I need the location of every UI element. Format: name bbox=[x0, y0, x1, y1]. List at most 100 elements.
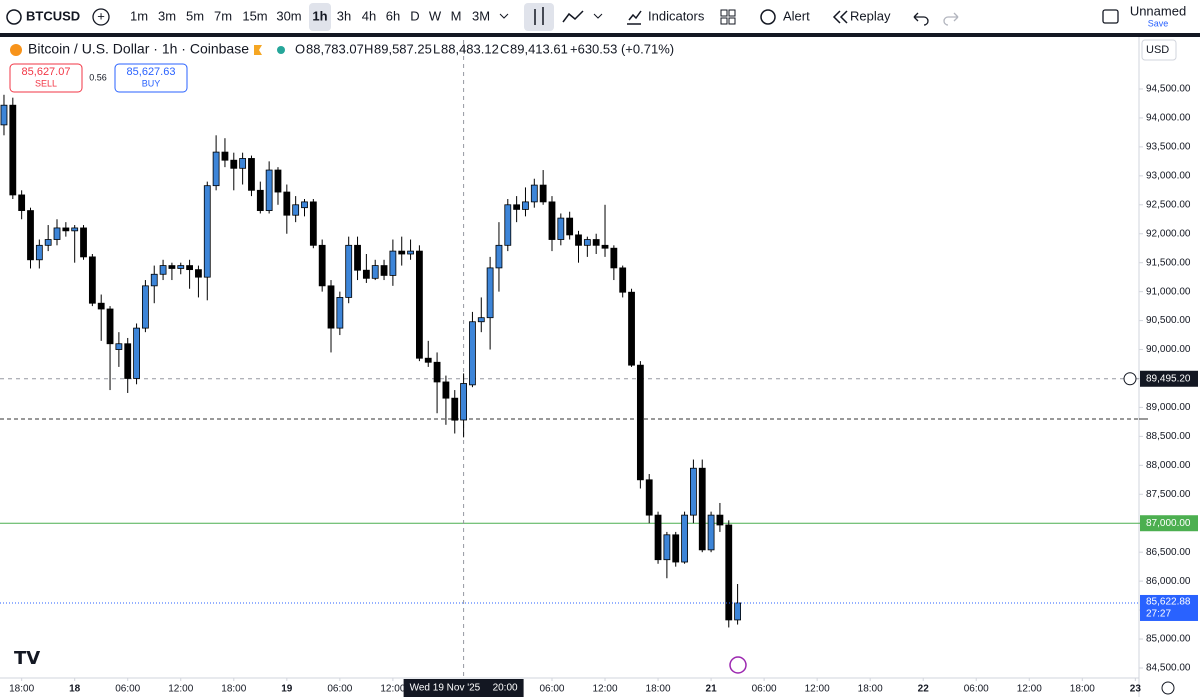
interval[interactable]: M bbox=[451, 8, 462, 23]
interval[interactable]: W bbox=[429, 8, 442, 23]
interval[interactable]: 4h bbox=[362, 8, 376, 23]
y-tick-label: 89,000.00 bbox=[1146, 402, 1191, 413]
candle-body bbox=[354, 244, 361, 271]
interval[interactable]: 30m bbox=[276, 8, 301, 23]
candle-body bbox=[221, 151, 229, 161]
candle-body bbox=[212, 151, 220, 187]
level-label-bg bbox=[1140, 515, 1198, 532]
alert-icon bbox=[760, 9, 776, 25]
undo[interactable] bbox=[913, 12, 929, 26]
candle-body bbox=[71, 227, 79, 232]
candle-body bbox=[318, 244, 326, 287]
y-tick-label: 93,000.00 bbox=[1146, 170, 1191, 181]
x-tick-label: 19 bbox=[281, 684, 293, 695]
layout-name[interactable]: Unnamed bbox=[1130, 3, 1186, 18]
candle-body bbox=[557, 217, 565, 240]
candle-icon bbox=[534, 7, 544, 25]
interval[interactable]: 3m bbox=[158, 8, 176, 23]
crosshair-y-label: 89,495.20 bbox=[1146, 373, 1191, 384]
replay-button[interactable]: Replay bbox=[850, 8, 891, 23]
candle-body bbox=[725, 524, 733, 621]
x-tick-label: 12:00 bbox=[593, 684, 618, 695]
x-tick-label: 12:00 bbox=[380, 684, 405, 695]
candle-body bbox=[469, 321, 476, 386]
x-tick-label: 23 bbox=[1130, 684, 1142, 695]
candle-body bbox=[124, 343, 132, 379]
interval[interactable]: 1m bbox=[130, 8, 148, 23]
sell-price: 85,627.07 bbox=[22, 66, 71, 78]
dropdown[interactable] bbox=[499, 13, 509, 19]
candle-body bbox=[274, 169, 282, 193]
candle-body bbox=[539, 184, 547, 203]
interval[interactable]: 3M bbox=[472, 8, 490, 23]
interval[interactable]: 1h bbox=[312, 8, 327, 23]
legend-title: Bitcoin / U.S. Dollar · 1h · Coinbase bbox=[28, 41, 249, 57]
crosshair-add bbox=[1123, 372, 1137, 386]
candle-body bbox=[35, 244, 43, 261]
trade-buttons: 85,627.07 SELL 0.56 85,627.63 BUY bbox=[9, 63, 188, 93]
y-tick-label: 88,000.00 bbox=[1146, 460, 1191, 471]
interval[interactable]: 5m bbox=[186, 8, 204, 23]
layout-checkbox[interactable] bbox=[1102, 9, 1119, 24]
chart-type-button[interactable] bbox=[524, 3, 554, 31]
x-tick-label: 06:00 bbox=[539, 684, 564, 695]
indicator-icon[interactable] bbox=[562, 10, 584, 23]
candle-body bbox=[636, 364, 644, 481]
candle-body bbox=[663, 534, 671, 561]
search-icon[interactable] bbox=[6, 9, 22, 25]
level-label: 87,000.00 bbox=[1146, 518, 1191, 529]
candle-body bbox=[301, 201, 308, 209]
candle-body bbox=[27, 210, 34, 261]
interval[interactable]: 7m bbox=[214, 8, 232, 23]
redo[interactable] bbox=[943, 12, 959, 26]
save-button[interactable]: Save bbox=[1148, 18, 1169, 28]
candle-body bbox=[398, 250, 406, 255]
dropdown[interactable] bbox=[593, 13, 603, 19]
interval[interactable]: 3h bbox=[337, 8, 351, 23]
plus: + bbox=[97, 8, 105, 23]
candle-body bbox=[327, 285, 335, 329]
crosshair-x-time: 20:00 bbox=[493, 683, 518, 694]
currency[interactable]: USD bbox=[1146, 44, 1169, 56]
interval[interactable]: 6h bbox=[386, 8, 400, 23]
layout-icon[interactable] bbox=[720, 9, 728, 17]
candle-body bbox=[265, 169, 273, 211]
candle-body bbox=[44, 239, 52, 246]
buy-button[interactable] bbox=[114, 63, 188, 93]
candle-body bbox=[734, 602, 742, 621]
settings-icon[interactable] bbox=[1161, 681, 1175, 695]
interval[interactable]: 15m bbox=[242, 8, 267, 23]
sell-label: SELL bbox=[35, 78, 57, 88]
x-tick-label: 21 bbox=[706, 684, 718, 695]
candle-body bbox=[566, 217, 574, 236]
candle-body bbox=[601, 244, 609, 249]
y-tick-label: 90,000.00 bbox=[1146, 344, 1191, 355]
candle-body bbox=[248, 158, 255, 191]
y-tick-label: 94,000.00 bbox=[1146, 113, 1191, 124]
candle-body bbox=[345, 244, 353, 298]
candle-body bbox=[0, 104, 8, 126]
crosshair-x-label: Wed 19 Nov '25 bbox=[410, 683, 481, 694]
indicators-icon bbox=[627, 10, 642, 25]
currency-button[interactable] bbox=[1141, 39, 1177, 61]
candle-body bbox=[18, 194, 26, 211]
legend-l-key: L bbox=[433, 41, 440, 56]
compare-button[interactable] bbox=[92, 8, 110, 26]
interval[interactable]: D bbox=[410, 8, 419, 23]
indicators-button[interactable]: Indicators bbox=[648, 8, 705, 23]
x-tick-label: 18:00 bbox=[9, 684, 34, 695]
market-status bbox=[277, 46, 285, 54]
candle-body bbox=[380, 265, 388, 276]
candle-body bbox=[407, 250, 414, 255]
ai-icon[interactable] bbox=[729, 656, 747, 674]
symbol[interactable]: BTCUSD bbox=[26, 8, 80, 23]
alert-button[interactable]: Alert bbox=[783, 8, 810, 23]
x-tick-label: 06:00 bbox=[752, 684, 777, 695]
candle-body bbox=[530, 184, 538, 203]
x-tick-label: 18:00 bbox=[646, 684, 671, 695]
candle-body bbox=[97, 302, 105, 310]
sell-button[interactable] bbox=[9, 63, 83, 93]
y-tick-label: 92,000.00 bbox=[1146, 228, 1191, 239]
